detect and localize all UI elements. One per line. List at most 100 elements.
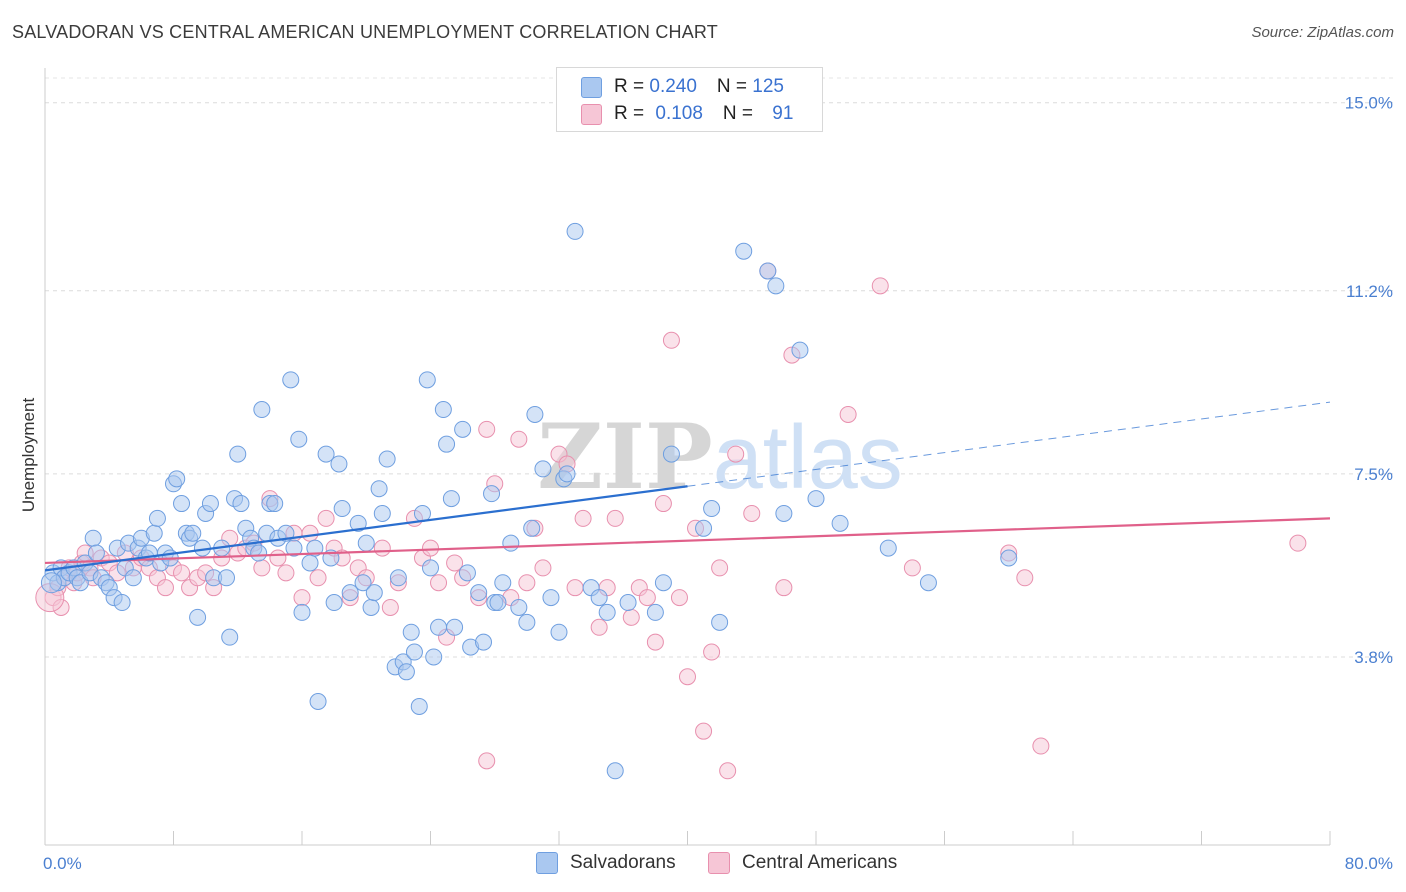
- salvadorans-point: [446, 618, 464, 636]
- salvadorans-point: [370, 480, 388, 498]
- salvadorans-trend-line: [44, 485, 688, 572]
- x-tick-label: 80.0%: [1345, 854, 1393, 873]
- salvadorans-point: [84, 529, 102, 547]
- salvadorans-point: [290, 430, 308, 448]
- central-americans-point: [646, 633, 664, 651]
- salvadorans-point: [354, 574, 372, 592]
- salvadorans-point: [534, 460, 552, 478]
- salvadorans-point: [598, 603, 616, 621]
- salvadorans-point: [253, 401, 271, 419]
- legend-row-central-americans: R = 0.108 N = 91: [581, 101, 793, 127]
- central-americans-point: [156, 579, 174, 597]
- salvadorans-point: [606, 762, 624, 780]
- central-americans-point: [566, 579, 584, 597]
- salvadorans-point: [293, 603, 311, 621]
- salvadorans-point: [483, 485, 501, 503]
- salvadorans-point: [662, 445, 680, 463]
- salvadorans-point: [232, 495, 250, 513]
- salvadorans-point: [619, 594, 637, 612]
- salvadorans-point: [397, 663, 415, 681]
- central-americans-point: [670, 589, 688, 607]
- salvadorans-point: [365, 584, 383, 602]
- salvadorans-point: [402, 623, 420, 641]
- salvadorans-point: [333, 500, 351, 518]
- legend-salvadorans-label: Salvadorans: [570, 852, 676, 873]
- r-value: 0.108: [655, 103, 703, 124]
- central-americans-point: [703, 643, 721, 661]
- central-americans-trend-line: [44, 517, 1331, 565]
- salvadorans-point: [410, 697, 428, 715]
- central-americans-point: [253, 559, 271, 577]
- salvadorans-point: [807, 490, 825, 508]
- salvadorans-point: [454, 420, 472, 438]
- salvadorans-point: [879, 539, 897, 557]
- salvadorans-point: [590, 589, 608, 607]
- source-label: Source: ZipAtlas.com: [1251, 24, 1394, 41]
- salvadorans-point: [442, 490, 460, 508]
- x-tick-label: 0.0%: [43, 854, 82, 873]
- central-americans-point: [173, 564, 191, 582]
- central-americans-point: [743, 504, 761, 522]
- n-label: N =: [722, 103, 759, 124]
- central-americans-point: [309, 569, 327, 587]
- legend-central-americans-label: Central Americans: [742, 852, 898, 873]
- central-americans-point: [277, 564, 295, 582]
- y-tick-label: 11.2%: [1346, 282, 1393, 301]
- y-tick-label: 7.5%: [1354, 465, 1393, 484]
- axes: [44, 68, 1331, 846]
- salvadorans-point: [438, 435, 456, 453]
- central-americans-point: [1016, 569, 1034, 587]
- salvadorans-point: [266, 495, 284, 513]
- salvadorans-point: [189, 608, 207, 626]
- salvadorans-point: [173, 495, 191, 513]
- salvadorans-point: [221, 628, 239, 646]
- watermark: ZIPatlas: [537, 404, 903, 510]
- central-americans-point: [381, 598, 399, 616]
- central-americans-point: [518, 574, 536, 592]
- salvadorans-point: [124, 569, 142, 587]
- salvadorans-point: [282, 371, 300, 389]
- salvadorans-point: [250, 544, 268, 562]
- salvadorans-point: [168, 470, 186, 488]
- central-americans-point: [446, 554, 464, 572]
- salvadorans-point: [148, 509, 166, 527]
- salvadorans-point: [566, 222, 584, 240]
- central-americans-point: [871, 277, 889, 295]
- n-label: N =: [716, 76, 753, 97]
- salvadorans-point: [306, 539, 324, 557]
- y-tick-label: 3.8%: [1354, 648, 1393, 667]
- y-tick-label: 15.0%: [1345, 94, 1393, 113]
- salvadorans-point: [494, 574, 512, 592]
- salvadorans-point: [791, 341, 809, 359]
- salvadorans-trend-extension: [687, 401, 1331, 487]
- central-americans-point: [317, 509, 335, 527]
- salvadorans-point: [458, 564, 476, 582]
- salvadorans-point: [330, 455, 348, 473]
- legend-central-americans: Central Americans: [708, 852, 897, 874]
- salvadorans-point: [558, 465, 576, 483]
- central-americans-point: [638, 589, 656, 607]
- n-value: 125: [752, 76, 784, 97]
- r-label: R =: [614, 103, 650, 124]
- salvadorans-point: [413, 504, 431, 522]
- blue-swatch: [581, 76, 602, 98]
- salvadorans-point: [341, 584, 359, 602]
- central-americans-point: [574, 509, 592, 527]
- central-americans-point: [1289, 534, 1307, 552]
- central-americans-point: [478, 752, 496, 770]
- salvadorans-point: [489, 594, 507, 612]
- central-americans-point: [590, 618, 608, 636]
- salvadorans-point: [349, 514, 367, 532]
- salvadorans-point: [357, 534, 375, 552]
- central-americans-point: [422, 539, 439, 557]
- salvadorans-point: [285, 539, 303, 557]
- salvadorans-point: [430, 618, 448, 636]
- salvadorans-point: [184, 524, 202, 542]
- salvadorans-point: [1000, 549, 1018, 567]
- central-americans-point: [430, 574, 448, 592]
- central-americans-points: [35, 262, 1307, 780]
- central-americans-point: [1032, 737, 1050, 755]
- r-label: R =: [614, 76, 650, 97]
- salvadorans-point: [229, 445, 247, 463]
- legend-row-salvadorans: R = 0.240 N = 125: [581, 74, 784, 100]
